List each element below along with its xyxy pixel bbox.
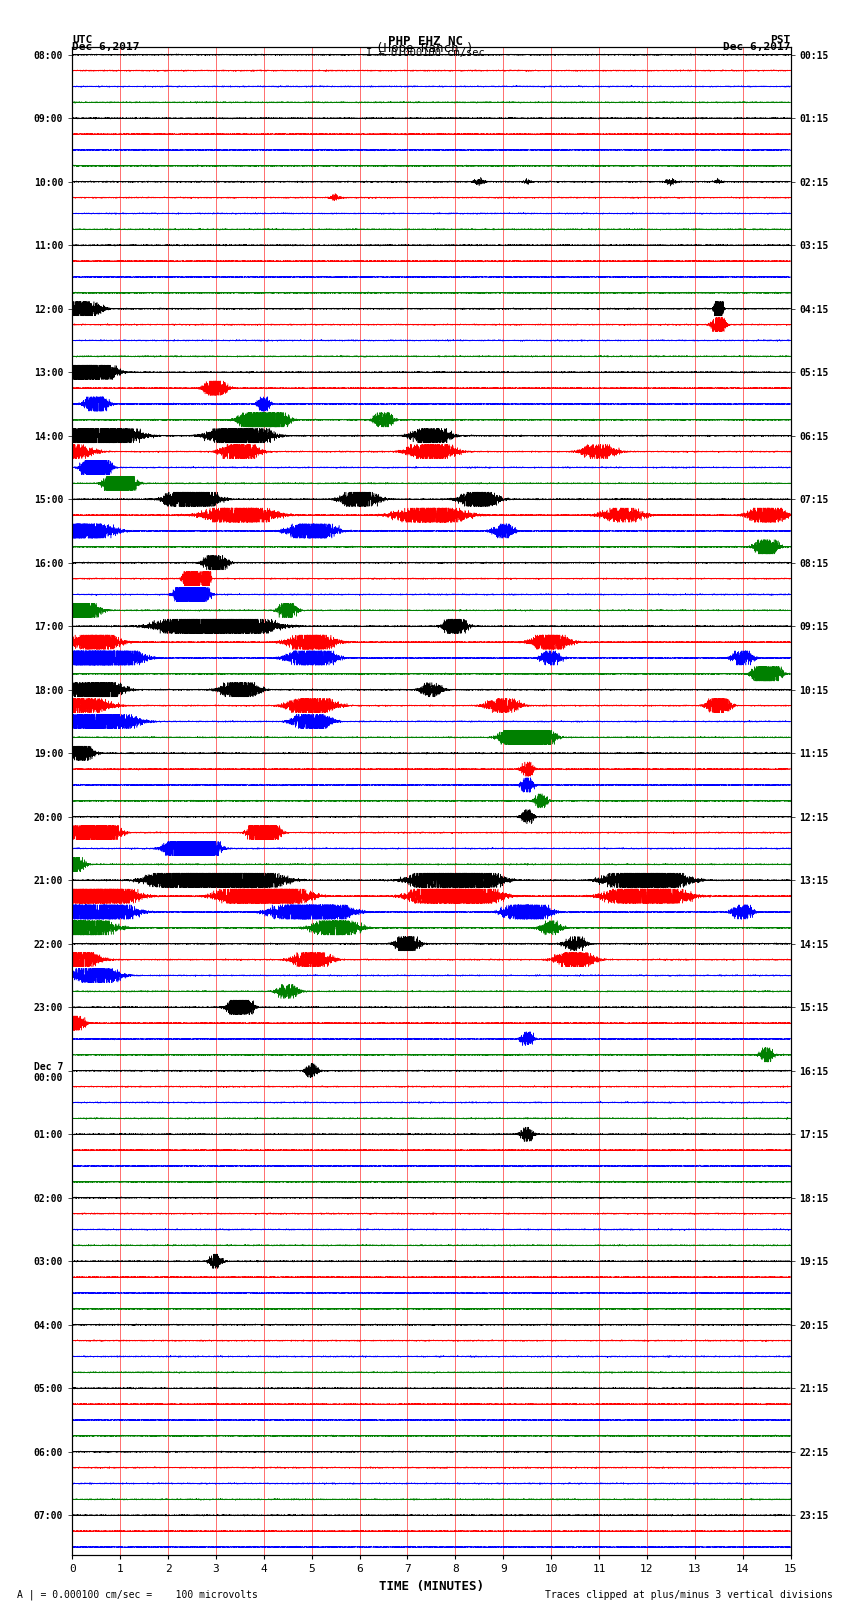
Text: PHP EHZ NC: PHP EHZ NC [388, 35, 462, 48]
Text: Traces clipped at plus/minus 3 vertical divisions: Traces clipped at plus/minus 3 vertical … [545, 1590, 833, 1600]
Text: A | = 0.000100 cm/sec =    100 microvolts: A | = 0.000100 cm/sec = 100 microvolts [17, 1589, 258, 1600]
X-axis label: TIME (MINUTES): TIME (MINUTES) [379, 1579, 484, 1592]
Text: I = 0.000100 cm/sec: I = 0.000100 cm/sec [366, 48, 484, 58]
Text: PST: PST [770, 35, 790, 45]
Text: Dec 6,2017: Dec 6,2017 [72, 42, 139, 52]
Text: Dec 6,2017: Dec 6,2017 [723, 42, 791, 52]
Text: UTC: UTC [72, 35, 93, 45]
Text: (Hope Ranch ): (Hope Ranch ) [377, 42, 473, 55]
